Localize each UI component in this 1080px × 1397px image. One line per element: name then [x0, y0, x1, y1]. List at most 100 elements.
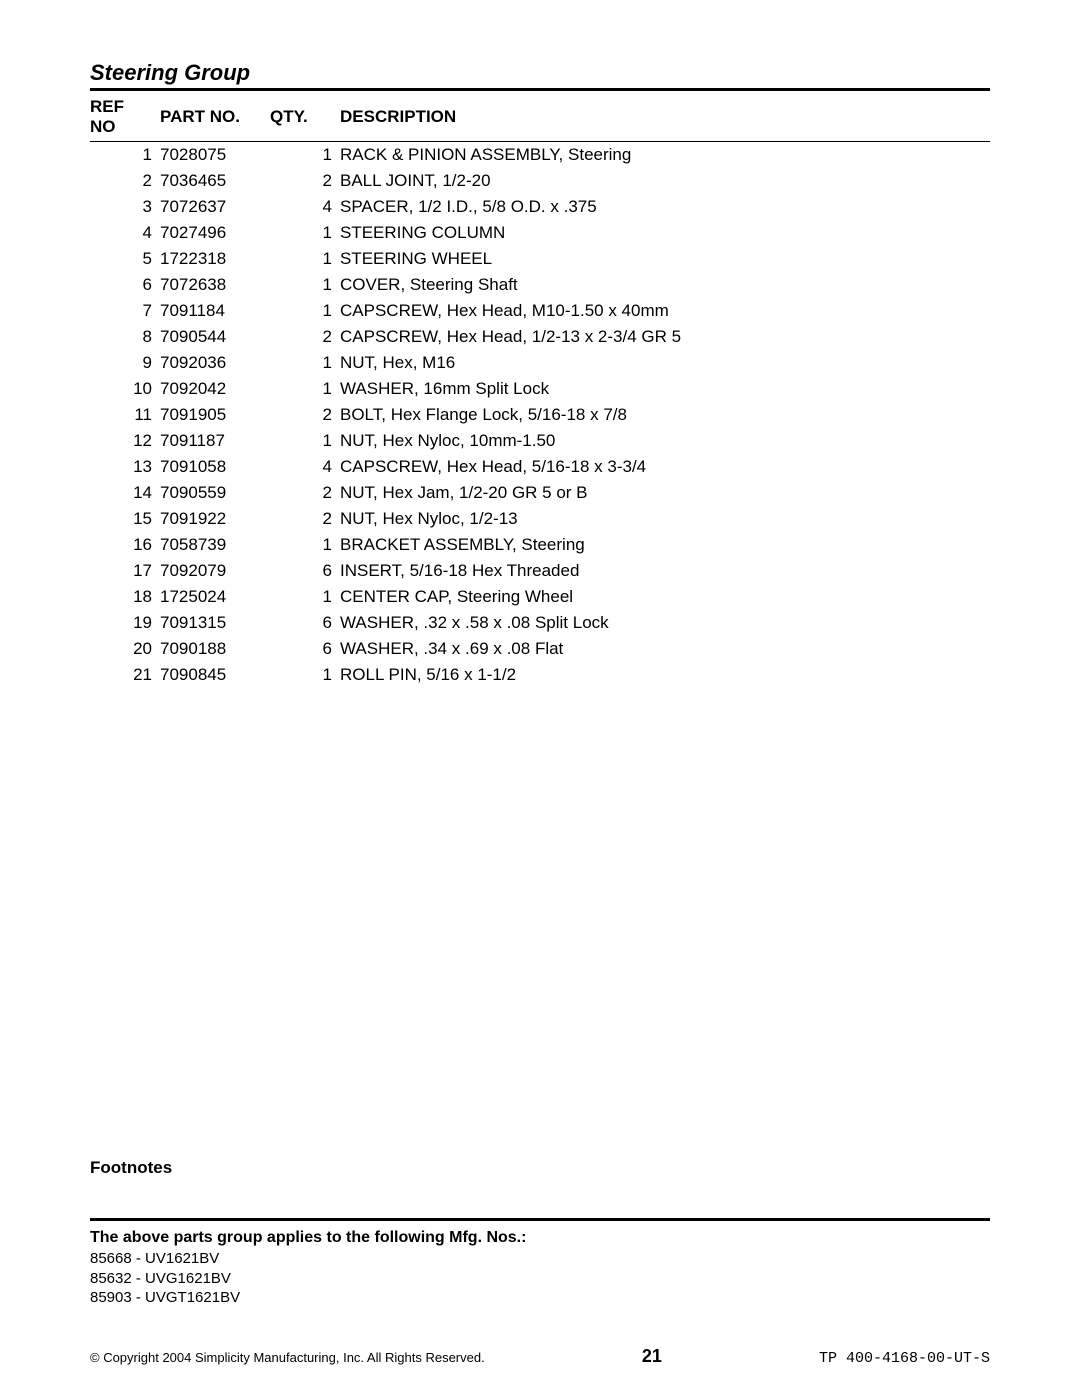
cell-ref: 5: [90, 246, 160, 272]
cell-part: 7091905: [160, 402, 270, 428]
cell-ref: 16: [90, 532, 160, 558]
cell-qty: 1: [270, 142, 340, 169]
cell-desc: NUT, Hex Jam, 1/2-20 GR 5 or B: [340, 480, 990, 506]
cell-ref: 12: [90, 428, 160, 454]
footer-copyright: © Copyright 2004 Simplicity Manufacturin…: [90, 1350, 485, 1365]
table-row: 970920361NUT, Hex, M16: [90, 350, 990, 376]
cell-qty: 2: [270, 402, 340, 428]
cell-qty: 1: [270, 298, 340, 324]
col-ref: REF NO: [90, 93, 160, 142]
cell-qty: 1: [270, 662, 340, 688]
table-row: 170280751RACK & PINION ASSEMBLY, Steerin…: [90, 142, 990, 169]
cell-part: 7092079: [160, 558, 270, 584]
table-row: 670726381COVER, Steering Shaft: [90, 272, 990, 298]
cell-desc: NUT, Hex Nyloc, 10mm-1.50: [340, 428, 990, 454]
table-row: 470274961STEERING COLUMN: [90, 220, 990, 246]
mfg-line: 85668 - UV1621BV: [90, 1249, 990, 1269]
cell-qty: 4: [270, 454, 340, 480]
cell-qty: 6: [270, 610, 340, 636]
cell-part: 7072638: [160, 272, 270, 298]
cell-ref: 21: [90, 662, 160, 688]
cell-ref: 15: [90, 506, 160, 532]
cell-qty: 2: [270, 506, 340, 532]
cell-part: 7090559: [160, 480, 270, 506]
cell-part: 7090544: [160, 324, 270, 350]
table-row: 770911841CAPSCREW, Hex Head, M10-1.50 x …: [90, 298, 990, 324]
col-desc: DESCRIPTION: [340, 93, 990, 142]
cell-qty: 2: [270, 168, 340, 194]
cell-part: 1725024: [160, 584, 270, 610]
cell-part: 7092036: [160, 350, 270, 376]
cell-qty: 1: [270, 428, 340, 454]
cell-desc: SPACER, 1/2 I.D., 5/8 O.D. x .375: [340, 194, 990, 220]
cell-desc: CAPSCREW, Hex Head, 5/16-18 x 3-3/4: [340, 454, 990, 480]
section-title: Steering Group: [90, 60, 990, 86]
table-row: 1970913156WASHER, .32 x .58 x .08 Split …: [90, 610, 990, 636]
cell-ref: 3: [90, 194, 160, 220]
parts-table: REF NO PART NO. QTY. DESCRIPTION 1702807…: [90, 93, 990, 688]
table-row: 870905442CAPSCREW, Hex Head, 1/2-13 x 2-…: [90, 324, 990, 350]
mfg-line: 85903 - UVGT1621BV: [90, 1288, 990, 1308]
mfg-heading: The above parts group applies to the fol…: [90, 1229, 990, 1247]
cell-desc: CAPSCREW, Hex Head, 1/2-13 x 2-3/4 GR 5: [340, 324, 990, 350]
table-row: 517223181STEERING WHEEL: [90, 246, 990, 272]
cell-qty: 1: [270, 272, 340, 298]
table-row: 1770920796INSERT, 5/16-18 Hex Threaded: [90, 558, 990, 584]
cell-desc: INSERT, 5/16-18 Hex Threaded: [340, 558, 990, 584]
table-row: 270364652BALL JOINT, 1/2-20: [90, 168, 990, 194]
cell-part: 7028075: [160, 142, 270, 169]
table-row: 1170919052BOLT, Hex Flange Lock, 5/16-18…: [90, 402, 990, 428]
col-part: PART NO.: [160, 93, 270, 142]
rule-heavy-top: [90, 88, 990, 91]
cell-qty: 1: [270, 376, 340, 402]
table-row: 370726374SPACER, 1/2 I.D., 5/8 O.D. x .3…: [90, 194, 990, 220]
footnotes-heading: Footnotes: [90, 1158, 990, 1178]
cell-ref: 6: [90, 272, 160, 298]
cell-desc: ROLL PIN, 5/16 x 1-1/2: [340, 662, 990, 688]
cell-qty: 4: [270, 194, 340, 220]
cell-qty: 1: [270, 584, 340, 610]
cell-ref: 19: [90, 610, 160, 636]
cell-ref: 8: [90, 324, 160, 350]
table-row: 1570919222NUT, Hex Nyloc, 1/2-13: [90, 506, 990, 532]
cell-part: 7027496: [160, 220, 270, 246]
cell-desc: STEERING COLUMN: [340, 220, 990, 246]
cell-ref: 7: [90, 298, 160, 324]
table-row: 1270911871NUT, Hex Nyloc, 10mm-1.50: [90, 428, 990, 454]
cell-qty: 6: [270, 636, 340, 662]
cell-part: 7036465: [160, 168, 270, 194]
cell-part: 7090845: [160, 662, 270, 688]
cell-ref: 17: [90, 558, 160, 584]
cell-ref: 20: [90, 636, 160, 662]
cell-part: 7091187: [160, 428, 270, 454]
table-row: 1670587391BRACKET ASSEMBLY, Steering: [90, 532, 990, 558]
cell-desc: CENTER CAP, Steering Wheel: [340, 584, 990, 610]
cell-qty: 1: [270, 350, 340, 376]
footer-page: 21: [642, 1346, 662, 1367]
cell-desc: RACK & PINION ASSEMBLY, Steering: [340, 142, 990, 169]
cell-part: 7072637: [160, 194, 270, 220]
table-row: 2070901886WASHER, .34 x .69 x .08 Flat: [90, 636, 990, 662]
cell-desc: STEERING WHEEL: [340, 246, 990, 272]
mfg-list: 85668 - UV1621BV85632 - UVG1621BV85903 -…: [90, 1249, 990, 1308]
cell-desc: WASHER, .32 x .58 x .08 Split Lock: [340, 610, 990, 636]
cell-desc: WASHER, .34 x .69 x .08 Flat: [340, 636, 990, 662]
table-row: 1470905592NUT, Hex Jam, 1/2-20 GR 5 or B: [90, 480, 990, 506]
cell-part: 7091184: [160, 298, 270, 324]
cell-ref: 18: [90, 584, 160, 610]
cell-desc: WASHER, 16mm Split Lock: [340, 376, 990, 402]
cell-desc: CAPSCREW, Hex Head, M10-1.50 x 40mm: [340, 298, 990, 324]
cell-desc: BOLT, Hex Flange Lock, 5/16-18 x 7/8: [340, 402, 990, 428]
cell-part: 7091058: [160, 454, 270, 480]
cell-qty: 1: [270, 532, 340, 558]
mfg-line: 85632 - UVG1621BV: [90, 1269, 990, 1289]
cell-ref: 14: [90, 480, 160, 506]
table-row: 2170908451ROLL PIN, 5/16 x 1-1/2: [90, 662, 990, 688]
cell-ref: 9: [90, 350, 160, 376]
cell-part: 7091922: [160, 506, 270, 532]
cell-qty: 6: [270, 558, 340, 584]
table-row: 1817250241CENTER CAP, Steering Wheel: [90, 584, 990, 610]
col-qty: QTY.: [270, 93, 340, 142]
cell-part: 7058739: [160, 532, 270, 558]
cell-ref: 1: [90, 142, 160, 169]
